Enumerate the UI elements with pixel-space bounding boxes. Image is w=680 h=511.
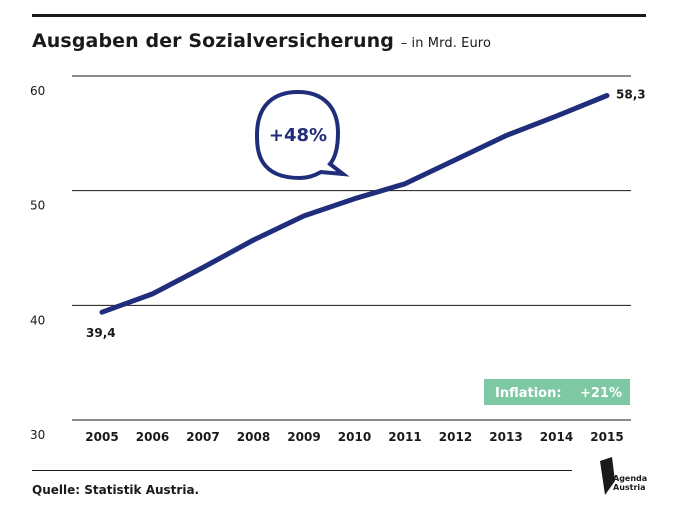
agenda-austria-logo — [600, 457, 615, 495]
logo-line2: Austria — [613, 483, 646, 492]
x-tick-label-2005: 2005 — [85, 430, 118, 444]
title-text: Ausgaben der Sozialversicherung — [32, 30, 394, 52]
y-tick-label-40: 40 — [30, 313, 45, 327]
y-tick-label-50: 50 — [30, 199, 45, 213]
x-tick-label-2008: 2008 — [237, 430, 270, 444]
callout-bubble: +48% — [254, 89, 350, 181]
y-axis-ticks: 30 40 50 60 — [30, 84, 45, 442]
y-tick-label-60: 60 — [30, 84, 45, 98]
callout-text: +48% — [269, 125, 327, 146]
logo-line1: Agenda — [613, 474, 648, 483]
x-tick-label-2009: 2009 — [287, 430, 320, 444]
x-tick-label-2014: 2014 — [540, 430, 573, 444]
series-line-0 — [99, 93, 610, 315]
inflation-label: Inflation: — [495, 386, 562, 401]
x-tick-label-2007: 2007 — [186, 430, 219, 444]
bottom-rule — [32, 470, 572, 471]
x-tick-label-2010: 2010 — [338, 430, 371, 444]
y-tick-label-30: 30 — [30, 428, 45, 442]
data-label-2015: 58,3 — [616, 87, 646, 101]
top-rule — [32, 14, 646, 17]
data-label-2005: 39,4 — [86, 326, 116, 340]
inflation-box-bg — [484, 379, 630, 405]
chart-title: Ausgaben der Sozialversicherung – in Mrd… — [32, 30, 491, 52]
data-labels: 39,4 58,3 — [86, 87, 646, 340]
gridlines — [72, 75, 631, 421]
logo-mark — [600, 457, 615, 495]
source-note: Quelle: Statistik Austria. — [32, 483, 200, 497]
callout-bubble-shape — [254, 89, 350, 181]
x-tick-label-2015: 2015 — [590, 430, 623, 444]
inflation-value: +21% — [580, 386, 622, 401]
x-tick-label-2011: 2011 — [388, 430, 421, 444]
series-group — [99, 93, 610, 315]
x-tick-label-2013: 2013 — [489, 430, 522, 444]
chart-subtitle: – in Mrd. Euro — [400, 36, 492, 51]
x-axis-ticks: 2005 2006 2007 2008 2009 2010 2011 2012 2013 2014… — [85, 430, 623, 444]
logo-text: Agenda Austria — [613, 474, 647, 492]
inflation-box: Inflation: +21% — [484, 379, 630, 405]
x-tick-label-2006: 2006 — [136, 430, 169, 444]
x-tick-label-2012: 2012 — [439, 430, 472, 444]
